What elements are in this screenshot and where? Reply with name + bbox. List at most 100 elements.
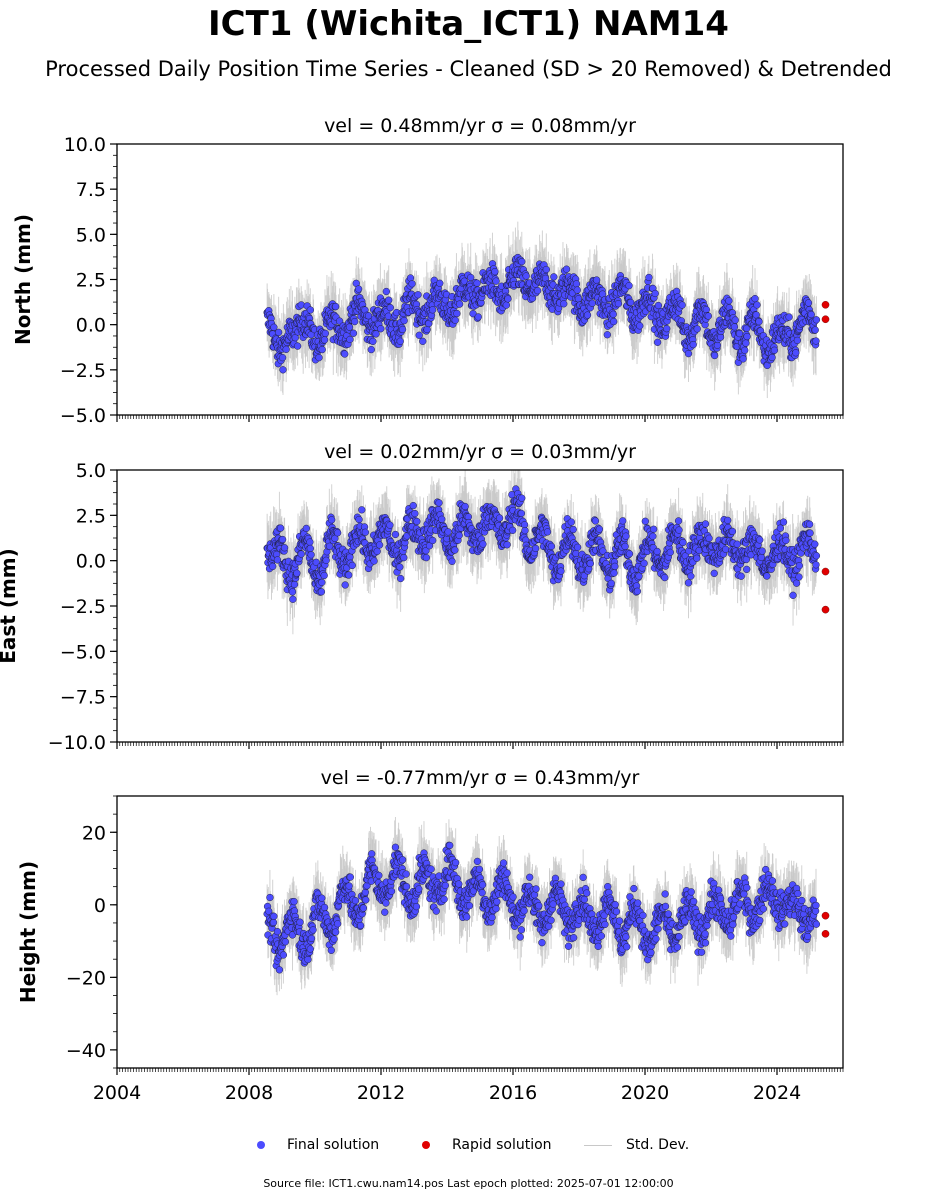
final-point (370, 557, 378, 565)
final-point (693, 325, 701, 333)
final-point (455, 300, 464, 308)
final-point (306, 306, 314, 314)
final-point (429, 536, 437, 545)
final-point (609, 310, 617, 318)
final-point (396, 563, 404, 571)
final-point (583, 311, 592, 319)
final-point (702, 305, 710, 314)
final-point (467, 273, 475, 282)
y-tick-label: 10.0 (64, 134, 106, 156)
final-point (811, 326, 819, 334)
final-point (804, 299, 813, 307)
final-point (730, 323, 739, 331)
rapid-point (821, 315, 830, 324)
final-point (326, 542, 334, 550)
final-point (382, 287, 390, 296)
final-point (768, 353, 776, 362)
final-point (572, 280, 581, 288)
final-point (306, 538, 314, 546)
final-point (396, 574, 405, 583)
y-tick-label: 7.5 (76, 179, 106, 201)
final-point (367, 345, 375, 354)
final-point (627, 298, 635, 307)
final-point (653, 338, 662, 346)
final-point (358, 506, 366, 514)
final-point (364, 312, 373, 320)
final-point (276, 524, 285, 532)
final-point (317, 588, 326, 596)
final-point (684, 349, 693, 358)
final-point (533, 286, 542, 295)
final-point (518, 257, 526, 266)
rapid-point (821, 300, 830, 309)
final-point (812, 337, 820, 345)
final-point (289, 595, 297, 603)
final-point (400, 554, 408, 562)
final-point (321, 329, 330, 338)
y-tick-label: −5.0 (60, 405, 106, 427)
final-point (422, 554, 430, 562)
final-point (409, 501, 417, 510)
final-point (603, 331, 611, 339)
final-point (550, 273, 558, 281)
final-point (542, 265, 550, 274)
final-point (320, 571, 328, 580)
final-points (263, 485, 821, 603)
y-tick-label: −2.5 (60, 360, 106, 382)
final-point (735, 329, 744, 338)
final-point (419, 337, 427, 345)
final-point (333, 529, 342, 537)
final-point (753, 301, 761, 309)
final-point (386, 521, 394, 529)
final-point (592, 276, 601, 284)
final-point (474, 313, 482, 321)
final-point (341, 581, 349, 589)
final-point (312, 558, 320, 566)
final-point (654, 301, 663, 310)
final-point (273, 556, 282, 564)
final-point (522, 272, 530, 280)
final-point (293, 342, 302, 350)
plot-area (263, 221, 821, 399)
final-point (645, 273, 653, 282)
final-point (375, 541, 384, 549)
final-point (444, 528, 452, 536)
final-point (280, 544, 289, 552)
final-point (651, 289, 659, 298)
final-point (279, 366, 287, 374)
final-point (414, 291, 422, 299)
final-point (743, 324, 751, 333)
final-point (588, 299, 596, 307)
final-point (725, 297, 733, 305)
final-point (341, 350, 349, 358)
final-point (411, 509, 419, 518)
panel-east: vel = 0.02mm/yr σ = 0.03mm/yr−10.0−7.5−5… (0, 441, 844, 754)
final-point (278, 353, 287, 362)
final-point (408, 280, 416, 288)
final-point (739, 355, 747, 363)
final-point (415, 331, 423, 339)
final-point (436, 279, 444, 287)
final-point (438, 515, 446, 523)
final-point (354, 285, 363, 293)
final-point (731, 316, 739, 324)
final-point (293, 569, 301, 577)
final-point (270, 323, 278, 331)
final-point (663, 324, 671, 333)
final-point (345, 323, 354, 331)
final-point (274, 328, 283, 337)
final-point (678, 301, 686, 309)
final-point (346, 553, 354, 561)
final-point (278, 535, 287, 544)
final-point (396, 337, 404, 345)
final-point (704, 312, 712, 320)
final-point (318, 345, 326, 354)
panel-title: vel = 0.02mm/yr σ = 0.03mm/yr (324, 441, 636, 463)
final-point (328, 516, 336, 524)
final-point (770, 346, 779, 354)
final-point (435, 499, 443, 507)
final-point (451, 546, 459, 554)
final-point (377, 325, 385, 333)
y-tick-label: 5.0 (76, 224, 106, 246)
